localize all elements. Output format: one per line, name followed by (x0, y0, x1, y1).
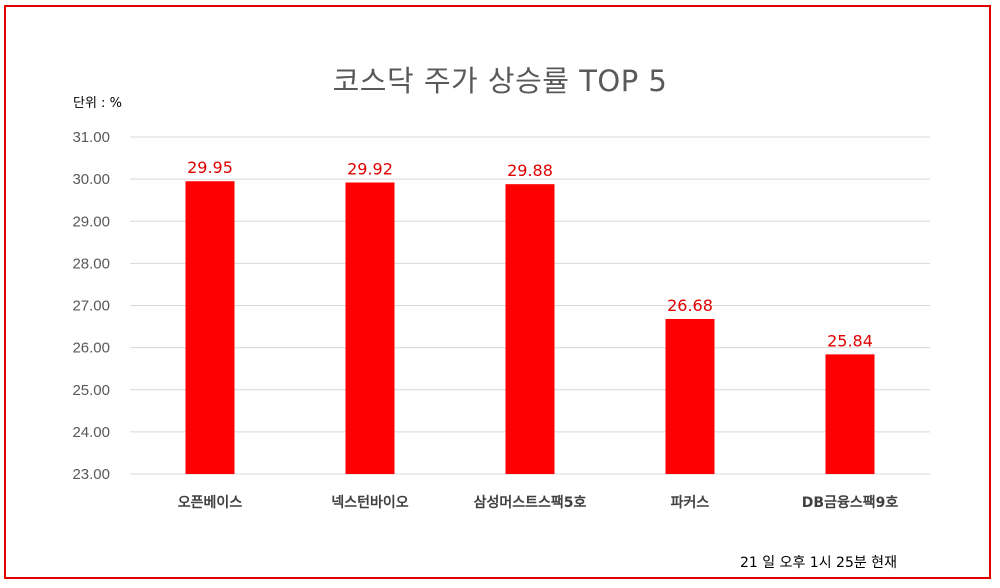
x-category-label: 삼성머스트스팩5호 (474, 494, 587, 511)
y-tick-label: 31.00 (72, 129, 110, 146)
bar (345, 182, 395, 474)
x-category-label: DB금융스팩9호 (802, 494, 899, 511)
data-label: 26.68 (667, 296, 713, 315)
y-tick-label: 24.00 (72, 424, 110, 441)
x-category-label: 오픈베이스 (178, 494, 243, 511)
bar (665, 318, 715, 474)
timestamp-note: 21 일 오후 1시 25분 현재 (740, 555, 897, 571)
bar (185, 181, 235, 474)
bar (505, 184, 555, 474)
y-tick-label: 27.00 (72, 298, 110, 315)
data-label: 29.92 (347, 159, 393, 178)
x-category-label: 파커스 (671, 495, 710, 511)
x-category-label: 넥스턴바이오 (331, 494, 408, 511)
bar (825, 354, 875, 474)
y-tick-label: 23.00 (72, 466, 110, 483)
y-tick-label: 28.00 (72, 255, 110, 272)
data-label: 29.95 (187, 158, 233, 177)
chart-title: 코스닥 주가 상승률 TOP 5 (332, 64, 668, 98)
chart-frame (4, 5, 991, 579)
data-label: 25.84 (827, 331, 873, 350)
y-tick-label: 25.00 (72, 382, 110, 399)
y-tick-label: 30.00 (72, 171, 110, 188)
y-tick-label: 29.00 (72, 213, 110, 230)
unit-label: 단위 : % (73, 96, 122, 111)
data-label: 29.88 (507, 161, 553, 180)
y-tick-label: 26.00 (72, 340, 110, 357)
